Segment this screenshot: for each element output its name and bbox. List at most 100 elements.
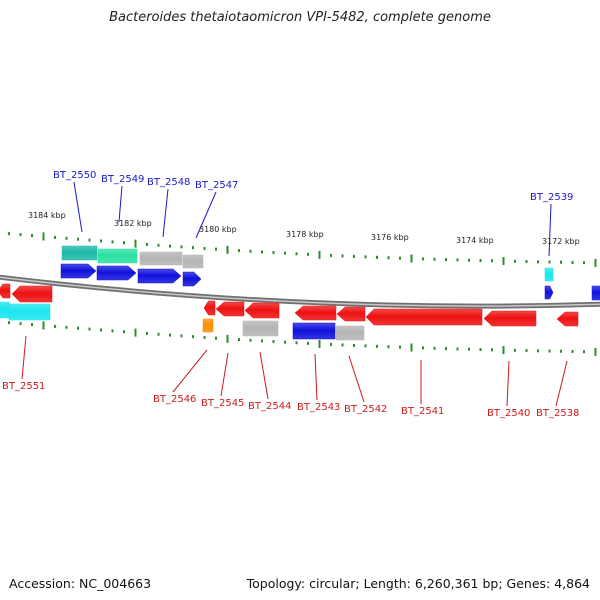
scale-tick-upper xyxy=(215,247,217,251)
scale-tick-lower xyxy=(88,327,91,331)
scale-tick-upper xyxy=(42,232,45,241)
scale-label: 3172 kbp xyxy=(542,237,580,246)
gene-block xyxy=(137,268,182,284)
label-leader-line xyxy=(195,191,217,239)
scale-tick-upper xyxy=(583,261,585,265)
scale-tick-upper xyxy=(123,241,125,245)
gene-block xyxy=(244,302,280,319)
scale-tick-lower xyxy=(594,347,597,356)
scale-tick-upper xyxy=(180,245,183,249)
scale-tick-lower xyxy=(376,344,378,348)
label-leader-line xyxy=(259,351,269,400)
scale-tick-lower xyxy=(31,323,33,327)
gene-label: BT_2545 xyxy=(201,398,244,409)
gene-label: BT_2546 xyxy=(153,394,196,405)
scale-tick-upper xyxy=(502,257,505,266)
scale-tick-upper xyxy=(422,257,424,261)
scale-tick-lower xyxy=(307,341,309,345)
gene-label: BT_2549 xyxy=(101,174,144,185)
scale-tick-upper xyxy=(318,250,321,259)
scale-tick-lower xyxy=(571,349,574,353)
scale-tick-lower xyxy=(479,348,482,352)
scale-tick-upper xyxy=(134,239,137,248)
scale-tick-upper xyxy=(364,255,367,259)
scale-tick-upper xyxy=(203,246,206,250)
scale-tick-lower xyxy=(353,343,355,347)
scale-tick-lower xyxy=(548,349,551,353)
scale-tick-lower xyxy=(560,349,562,353)
scale-tick-lower xyxy=(583,350,585,354)
scale-tick-upper xyxy=(19,233,22,237)
scale-tick-upper xyxy=(54,235,56,239)
scale-tick-upper xyxy=(571,260,574,264)
scale-tick-upper xyxy=(192,246,194,250)
gene-block xyxy=(556,311,579,327)
accession-text: Accession: NC_004663 xyxy=(9,576,152,591)
scale-tick-upper xyxy=(249,249,252,253)
scale-tick-upper xyxy=(111,240,114,244)
scale-tick-upper xyxy=(77,237,79,241)
scale-tick-lower xyxy=(491,348,493,352)
scale-tick-upper xyxy=(491,259,493,263)
scale-tick-lower xyxy=(226,334,229,343)
scale-tick-lower xyxy=(272,340,275,344)
scale-tick-lower xyxy=(203,335,206,339)
label-leader-line xyxy=(172,349,208,393)
gene-label: BT_2539 xyxy=(530,192,573,203)
label-leader-line xyxy=(506,360,510,407)
scale-tick-lower xyxy=(456,347,459,351)
gene-label: BT_2551 xyxy=(2,381,45,392)
scale-tick-lower xyxy=(387,345,390,349)
label-leader-line xyxy=(118,185,123,223)
map-title: Bacteroides thetaiotaomicron VPI-5482, c… xyxy=(109,10,491,25)
gene-block xyxy=(203,300,216,316)
scale-tick-upper xyxy=(88,238,91,242)
scale-tick-upper xyxy=(525,260,528,264)
scale-tick-lower xyxy=(341,343,344,347)
gene-label: BT_2543 xyxy=(297,402,340,413)
scale-tick-lower xyxy=(249,338,252,342)
scale-tick-lower xyxy=(525,349,528,353)
label-leader-line xyxy=(73,181,83,233)
scale-tick-upper xyxy=(468,258,470,262)
gene-block xyxy=(292,322,336,340)
scale-tick-upper xyxy=(295,252,298,256)
scale-tick-upper xyxy=(445,258,447,262)
scale-label: 3174 kbp xyxy=(456,236,494,245)
gene-block xyxy=(96,265,137,281)
scale-tick-lower xyxy=(422,346,424,350)
label-leader-line xyxy=(548,203,552,257)
gene-block xyxy=(294,305,337,321)
gene-block xyxy=(182,254,204,269)
scale-tick-lower xyxy=(261,339,263,343)
gene-label: BT_2542 xyxy=(344,404,387,415)
gene-block xyxy=(61,245,98,261)
label-leader-line xyxy=(348,355,365,403)
scale-tick-upper xyxy=(226,245,229,254)
gene-block xyxy=(544,267,554,282)
gene-block xyxy=(336,306,366,322)
scale-label: 3176 kbp xyxy=(371,233,409,242)
label-leader-line xyxy=(162,188,169,238)
scale-tick-lower xyxy=(111,329,114,333)
scale-tick-lower xyxy=(192,335,194,339)
gene-block xyxy=(0,283,11,299)
scale-tick-upper xyxy=(238,249,240,253)
scale-tick-upper xyxy=(548,260,551,264)
scale-tick-upper xyxy=(594,258,597,267)
gene-label: BT_2547 xyxy=(195,180,238,191)
scale-tick-lower xyxy=(215,336,217,340)
scale-tick-upper xyxy=(537,260,539,264)
gene-block xyxy=(483,310,537,327)
scale-tick-upper xyxy=(514,259,516,263)
gene-label: BT_2541 xyxy=(401,406,444,417)
scale-tick-lower xyxy=(180,334,183,338)
scale-label: 3180 kbp xyxy=(199,225,237,234)
gene-block xyxy=(335,325,365,341)
genome-backbone-highlight xyxy=(0,276,600,307)
gene-block xyxy=(60,263,97,279)
scale-tick-lower xyxy=(445,347,447,351)
scale-tick-lower xyxy=(537,349,539,353)
scale-tick-lower xyxy=(502,346,505,355)
